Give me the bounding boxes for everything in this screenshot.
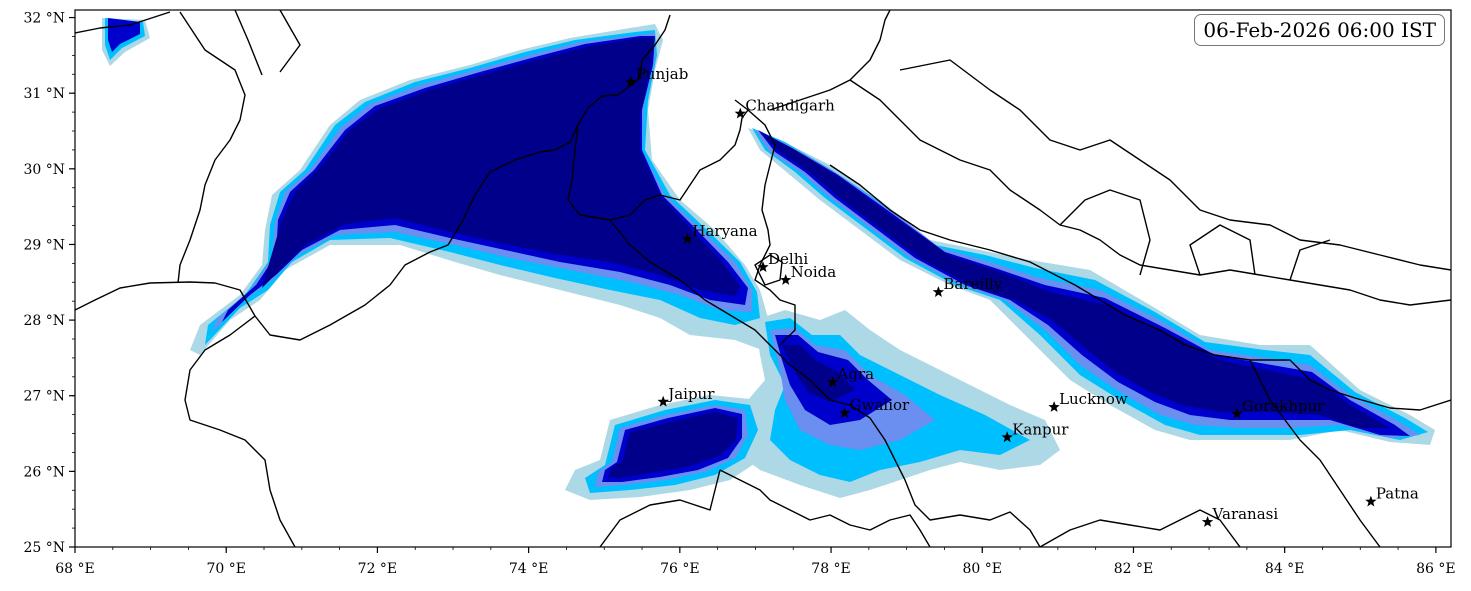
- y-axis: 25 °N 26 °N 27 °N 28 °N 29 °N 30 °N 31 °N 32 °N: [23, 11, 75, 556]
- boundary-gujarat: [599, 469, 721, 547]
- city-label: Punjab: [636, 65, 689, 83]
- boundary-international-west: [75, 14, 671, 341]
- city-star-icon: [1201, 516, 1214, 527]
- city-label: Haryana: [692, 222, 757, 240]
- city-label: Delhi: [768, 250, 808, 268]
- city-star-icon: [780, 274, 792, 285]
- y-tick-label: 32 °N: [23, 11, 65, 27]
- y-tick-label: 31 °N: [23, 86, 65, 102]
- city-label: Gorakhpur: [1242, 397, 1325, 415]
- boundary-up-west: [747, 109, 796, 346]
- city-label: Jaipur: [666, 385, 715, 403]
- boundary-mp-east: [1039, 509, 1241, 547]
- x-tick-label: 84 °E: [1265, 561, 1304, 577]
- boundary-rajasthan-west: [184, 315, 296, 547]
- boundary-nepal-internal-3: [1289, 239, 1331, 281]
- boundary-delhi: [754, 254, 783, 286]
- city-star-icon: [657, 395, 669, 407]
- precip-region-rajasthan: [608, 412, 738, 478]
- boundary-haryana-rajasthan: [609, 219, 1041, 547]
- y-tick-label: 27 °N: [23, 389, 65, 405]
- city-label: Lucknow: [1059, 390, 1128, 408]
- boundary-state-2: [234, 10, 263, 76]
- city-label: Noida: [791, 263, 837, 281]
- precip-region-himalaya: [755, 130, 1420, 438]
- precip-region-central: [782, 345, 855, 402]
- boundary-state-1: [177, 11, 246, 284]
- boundary-tibet: [849, 79, 1451, 306]
- city-star-icon: [1365, 495, 1377, 507]
- city-star-icon: [734, 107, 746, 119]
- x-axis: 68 °E 70 °E 72 °E 74 °E 76 °E 78 °E 80 °E 82 °E…: [55, 547, 1456, 577]
- boundary-bihar: [1249, 359, 1381, 547]
- city-label: Varanasi: [1212, 505, 1279, 523]
- y-tick-label: 30 °N: [23, 162, 65, 178]
- city-star-icon: [932, 286, 945, 297]
- city-label: Bareilly: [943, 275, 1002, 293]
- city-label: Agra: [837, 365, 875, 383]
- city-star-icon: [826, 376, 839, 387]
- city-label: Gwalior: [850, 396, 910, 414]
- x-tick-label: 82 °E: [1114, 561, 1153, 577]
- city-star-icon: [838, 407, 851, 418]
- y-tick-label: 25 °N: [23, 540, 65, 556]
- boundary-state-3: [279, 10, 301, 73]
- y-tick-label: 29 °N: [23, 237, 65, 253]
- x-tick-label: 70 °E: [206, 561, 245, 577]
- timestamp-label: 06-Feb-2026 06:00 IST: [1194, 14, 1445, 46]
- city-star-icon: [1231, 407, 1243, 419]
- precip-region-himalaya: [760, 132, 1390, 428]
- city-label: Kanpur: [1012, 420, 1069, 438]
- boundary-nepal-internal-2: [1189, 224, 1256, 276]
- x-tick-label: 74 °E: [509, 561, 548, 577]
- city-star-icon: [1048, 401, 1060, 412]
- city-label: Patna: [1376, 485, 1419, 503]
- boundary-international-afghan: [75, 11, 171, 34]
- x-tick-label: 68 °E: [55, 561, 94, 577]
- boundary-nepal-internal-1: [1059, 189, 1151, 276]
- boundary-nepal: [829, 164, 1451, 411]
- x-tick-label: 78 °E: [811, 561, 850, 577]
- city-star-icon: [625, 75, 637, 87]
- city-star-icon: [1001, 431, 1013, 443]
- city-star-icon: [757, 261, 769, 272]
- plot-frame: [74, 9, 1452, 548]
- boundary-uttarakhand: [769, 10, 891, 111]
- x-tick-label: 76 °E: [660, 561, 699, 577]
- boundary-lines: [75, 10, 1451, 547]
- city-label: Chandigarh: [745, 97, 835, 115]
- x-tick-label: 80 °E: [963, 561, 1002, 577]
- x-tick-label: 86 °E: [1416, 561, 1455, 577]
- x-tick-label: 72 °E: [358, 561, 397, 577]
- boundary-punjab-haryana: [567, 99, 749, 221]
- y-tick-label: 26 °N: [23, 464, 65, 480]
- city-star-icon: [681, 233, 694, 244]
- boundary-nepal-north: [899, 59, 1451, 271]
- y-tick-label: 28 °N: [23, 313, 65, 329]
- boundary-mp-south: [719, 469, 931, 547]
